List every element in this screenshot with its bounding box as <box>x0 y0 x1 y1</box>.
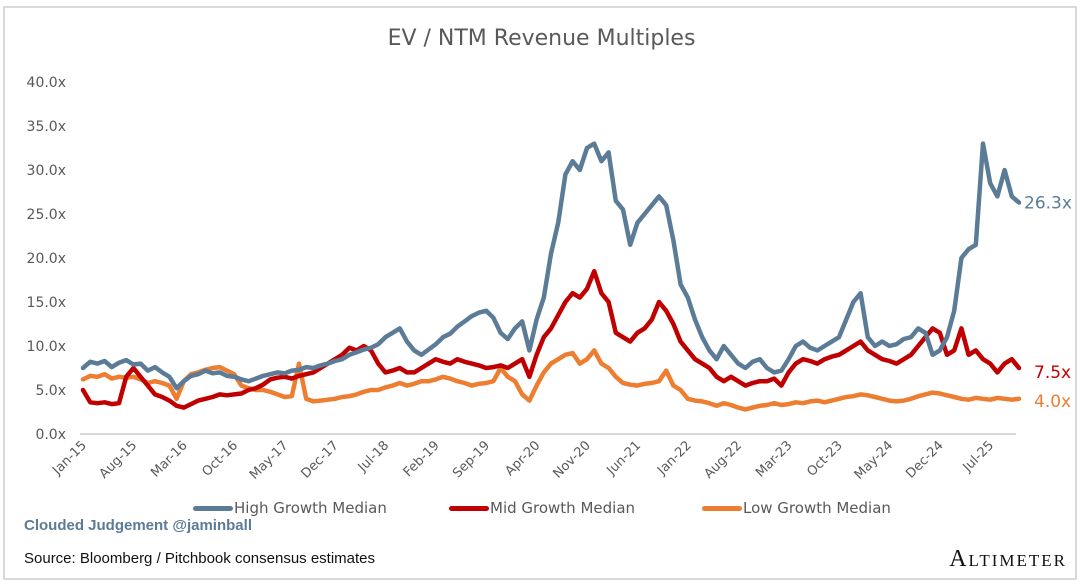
x-tick-label: Nov-20 <box>551 438 594 481</box>
legend-item-low-growth: Low Growth Median <box>702 499 891 517</box>
x-tick-label: Sep-19 <box>450 438 493 481</box>
x-tick-label: Jul-18 <box>355 438 392 475</box>
legend-swatch-low <box>702 505 742 511</box>
y-tick-label: 15.0x <box>27 295 66 311</box>
chart-title: EV / NTM Revenue Multiples <box>387 26 696 51</box>
x-tick-label: Aug-15 <box>97 438 141 482</box>
y-axis: 0.0x 5.0x 10.0x 15.0x 20.0x 25.0x 30.0x 35.0x 40… <box>27 75 66 443</box>
x-tick-label: Dec-24 <box>903 438 946 481</box>
legend-swatch-mid <box>449 505 489 511</box>
y-tick-label: 20.0x <box>27 251 66 267</box>
legend-label-mid: Mid Growth Median <box>490 499 636 517</box>
x-tick-label: Aug-22 <box>701 438 745 482</box>
x-tick-label: Jan-15 <box>49 438 90 479</box>
series-line-high-growth-median <box>80 141 1022 391</box>
x-tick-label: May-24 <box>852 438 896 482</box>
y-tick-label: 25.0x <box>27 207 66 223</box>
y-tick-label: 35.0x <box>27 119 66 135</box>
x-tick-label: Apr-20 <box>502 438 543 479</box>
source-note: Source: Bloomberg / Pitchbook consensus … <box>24 550 376 567</box>
x-tick-label: Jan-22 <box>654 438 695 479</box>
chart-frame <box>3 6 1077 580</box>
brand-credit: Clouded Judgement @jaminball <box>24 517 252 534</box>
y-tick-label: 40.0x <box>27 75 66 91</box>
x-axis: Jan-15 Aug-15 Mar-16 Oct-16 May-17 Dec-17 Jul-… <box>49 433 1016 483</box>
legend-label-high: High Growth Median <box>234 499 387 517</box>
x-tick-label: Oct-16 <box>200 438 242 480</box>
x-tick-label: Dec-17 <box>298 438 341 481</box>
y-tick-label: 5.0x <box>35 383 66 399</box>
x-tick-label: Mar-23 <box>753 438 795 480</box>
legend-label-low: Low Growth Median <box>743 499 891 517</box>
x-tick-label: Feb-19 <box>401 438 443 480</box>
x-tick-label: Mar-16 <box>148 438 190 480</box>
end-label-low-growth-median: 4.0x <box>1034 392 1071 412</box>
series-line-mid-growth-median <box>80 268 1022 410</box>
end-labels: 26.3x 7.5x 4.0x <box>1024 194 1072 412</box>
end-label-mid-growth-median: 7.5x <box>1034 363 1071 383</box>
x-tick-label: Jul-25 <box>960 438 997 475</box>
series-lines <box>80 141 1022 412</box>
series-line-low-growth-median <box>80 348 1022 412</box>
legend-swatch-high <box>193 505 233 511</box>
legend-item-high-growth: High Growth Median <box>193 499 387 517</box>
x-tick-label: Jun-21 <box>604 438 645 479</box>
altimeter-logo: Altimeter <box>949 546 1067 572</box>
legend-item-mid-growth: Mid Growth Median <box>449 499 635 517</box>
y-tick-label: 10.0x <box>27 339 66 355</box>
x-tick-label: Oct-23 <box>804 438 846 480</box>
end-label-high-growth-median: 26.3x <box>1024 194 1072 214</box>
x-tick-label: May-17 <box>247 438 291 482</box>
y-tick-label: 30.0x <box>27 163 66 179</box>
y-tick-label: 0.0x <box>35 427 66 443</box>
